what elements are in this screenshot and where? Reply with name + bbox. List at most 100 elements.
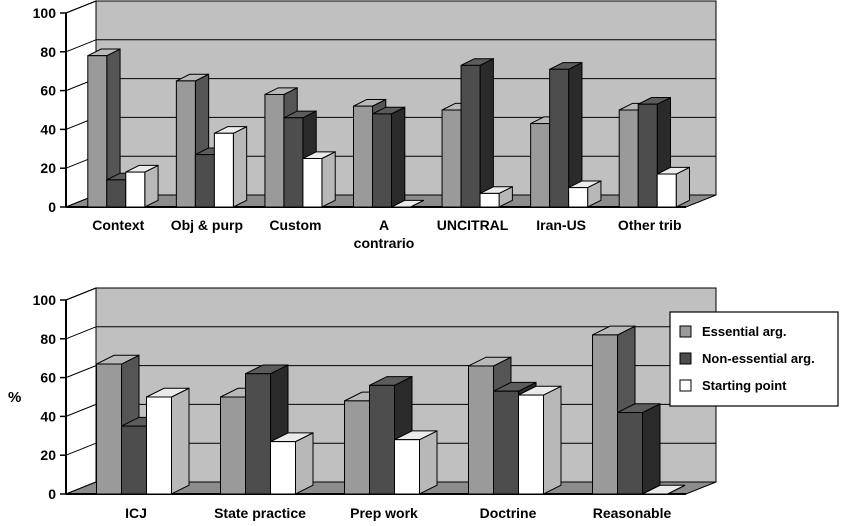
bar-starting (394, 430, 438, 495)
legend-label-starting: Starting point (702, 378, 787, 393)
legend-box (669, 311, 839, 407)
y-tick-label: 80 (40, 44, 56, 60)
y-tick-label: 80 (40, 331, 56, 347)
chart-bottom: 0 20 40 60 80 100 ICJ State practice Prep work Do… (33, 287, 717, 521)
y-tick-label: 60 (40, 370, 56, 386)
bar-starting (642, 484, 686, 495)
bar-side (295, 432, 314, 495)
bar-front (618, 109, 639, 208)
gridline (65, 365, 97, 379)
bar-front (530, 123, 551, 208)
bar-front (656, 173, 677, 208)
gridline (65, 0, 97, 14)
bar-front (125, 171, 146, 208)
bar-starting (518, 385, 562, 495)
bar-front (245, 373, 271, 495)
bar-starting (302, 151, 336, 208)
y-tick-label: 20 (40, 160, 56, 176)
bar-side (419, 430, 438, 495)
gridline (65, 442, 97, 456)
bar-front (213, 132, 234, 208)
bar-front (549, 68, 570, 208)
bar-front (270, 441, 296, 495)
bar-front (106, 179, 127, 208)
bar-front (468, 365, 494, 495)
bar-starting (479, 185, 513, 208)
bar-starting (568, 180, 602, 208)
legend-swatch-essential (679, 325, 692, 338)
legend-label-non_essential: Non-essential arg. (702, 351, 815, 366)
side-wall (65, 287, 97, 495)
bar-front (96, 363, 122, 495)
bar-side (479, 57, 494, 208)
bar-starting (146, 387, 190, 495)
y-tick-label: 100 (33, 292, 57, 308)
x-tick-label: Doctrine (480, 505, 537, 521)
x-tick-label: ICJ (125, 505, 147, 521)
bar-front (344, 400, 370, 495)
x-tick-label: Other trib (618, 217, 682, 233)
bar-non_essential (460, 57, 494, 208)
y-axis-label: % (8, 389, 21, 406)
bar-front (568, 187, 589, 208)
bar-side (144, 164, 159, 208)
x-tick-label: Iran-US (536, 217, 586, 233)
bar-starting (391, 199, 425, 208)
bar-front (87, 55, 108, 208)
bar-non_essential (617, 402, 661, 495)
bar-starting (270, 432, 314, 495)
bar-front (394, 439, 420, 495)
y-tick-label: 100 (33, 5, 57, 21)
bar-front (518, 394, 544, 495)
legend: Essential arg. Non-essential arg. Starting… (669, 311, 839, 407)
legend-swatch-starting (679, 379, 692, 392)
bar-front (479, 192, 500, 208)
legend-label-essential: Essential arg. (702, 324, 787, 339)
bar-front (637, 103, 658, 208)
y-tick-label: 40 (40, 121, 56, 137)
bar-side (642, 402, 661, 495)
bar-front (121, 425, 147, 495)
bar-front (592, 334, 618, 495)
x-tick-label: UNCITRAL (437, 217, 509, 233)
x-tick-label: Custom (269, 217, 321, 233)
bar-front (441, 109, 462, 208)
gridline (65, 403, 97, 417)
bar-side (321, 151, 336, 208)
bar-front (372, 113, 392, 208)
x-tick-label: State practice (214, 505, 306, 521)
x-tick-label: Obj & purp (171, 217, 243, 233)
y-tick-label: 0 (48, 199, 56, 215)
bar-non_essential (549, 61, 583, 208)
y-tick-label: 0 (48, 486, 56, 502)
bar-front (264, 93, 285, 208)
bar-front (146, 396, 172, 495)
bar-side (543, 385, 562, 495)
bar-starting (213, 125, 248, 208)
bar-front (194, 154, 215, 208)
y-tick-label: 20 (40, 447, 56, 463)
gridline (65, 287, 97, 301)
x-tick-label: Context (92, 217, 144, 233)
bar-top (391, 199, 425, 208)
gridline (65, 39, 97, 53)
bar-front (302, 158, 323, 208)
bar-front (493, 390, 519, 495)
bar-non_essential (372, 106, 406, 208)
bar-starting (656, 166, 691, 208)
gridline (65, 326, 97, 340)
bar-side (391, 106, 406, 208)
x-tick-label: Reasonable (593, 505, 672, 521)
bar-front (617, 412, 643, 495)
bar-front (353, 105, 373, 208)
bar-front (369, 384, 395, 495)
bar-top (642, 484, 686, 495)
bar-front (460, 64, 481, 208)
bar-side (171, 387, 190, 495)
y-tick-label: 60 (40, 83, 56, 99)
bar-front (220, 396, 246, 495)
bar-front (175, 80, 196, 208)
